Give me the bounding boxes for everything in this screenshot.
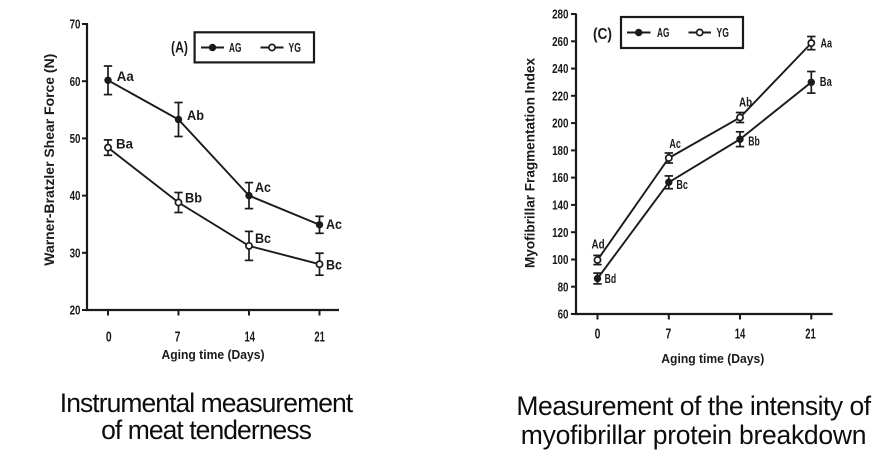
svg-text:50: 50	[70, 131, 81, 146]
svg-text:Ac: Ac	[326, 216, 342, 232]
svg-text:80: 80	[558, 279, 569, 294]
svg-text:7: 7	[666, 326, 672, 343]
svg-text:70: 70	[70, 17, 81, 32]
svg-text:240: 240	[552, 61, 568, 76]
svg-text:Bc: Bc	[326, 256, 342, 272]
svg-text:14: 14	[245, 329, 256, 346]
svg-text:Ab: Ab	[187, 107, 204, 123]
svg-text:21: 21	[805, 326, 816, 343]
svg-text:180: 180	[552, 143, 568, 158]
svg-text:200: 200	[552, 116, 568, 131]
svg-text:60: 60	[70, 74, 81, 89]
svg-text:260: 260	[552, 34, 568, 49]
svg-text:Myofibrillar Fragmentation Ind: Myofibrillar Fragmentation Index	[522, 58, 538, 268]
svg-text:160: 160	[552, 170, 568, 185]
svg-text:AG: AG	[229, 41, 241, 55]
svg-text:YG: YG	[717, 26, 729, 40]
svg-text:(C): (C)	[593, 26, 612, 43]
svg-text:0: 0	[595, 326, 601, 343]
svg-text:220: 220	[552, 88, 568, 103]
svg-text:YG: YG	[289, 41, 301, 55]
svg-text:60: 60	[558, 307, 569, 322]
svg-text:Aa: Aa	[117, 68, 134, 84]
svg-text:AG: AG	[657, 26, 669, 40]
svg-text:20: 20	[70, 303, 81, 318]
svg-text:Ab: Ab	[739, 96, 752, 110]
svg-text:Aa: Aa	[821, 37, 833, 51]
svg-text:14: 14	[735, 326, 746, 343]
svg-text:Aging time (Days): Aging time (Days)	[661, 351, 764, 366]
svg-text:140: 140	[552, 198, 568, 213]
svg-text:0: 0	[106, 329, 112, 346]
svg-text:Ac: Ac	[255, 179, 271, 195]
svg-text:21: 21	[314, 329, 325, 346]
svg-text:Warner-Bratzler Shear Force (N: Warner-Bratzler Shear Force (N)	[41, 54, 57, 266]
svg-text:(A): (A)	[171, 40, 188, 57]
svg-text:Bc: Bc	[255, 230, 271, 246]
svg-text:280: 280	[552, 7, 568, 22]
svg-text:Aging time (Days): Aging time (Days)	[162, 347, 265, 362]
svg-text:Bb: Bb	[748, 135, 760, 149]
svg-text:Ac: Ac	[669, 137, 681, 151]
svg-text:Bb: Bb	[185, 190, 202, 206]
svg-text:120: 120	[552, 225, 568, 240]
svg-text:30: 30	[70, 245, 81, 260]
svg-text:100: 100	[552, 252, 568, 267]
svg-text:Ba: Ba	[820, 75, 833, 89]
svg-text:40: 40	[70, 188, 81, 203]
svg-text:Bc: Bc	[676, 178, 688, 192]
svg-text:Ba: Ba	[116, 135, 133, 151]
svg-text:Bd: Bd	[605, 272, 617, 286]
svg-text:7: 7	[175, 329, 181, 346]
svg-text:Ad: Ad	[592, 238, 605, 252]
